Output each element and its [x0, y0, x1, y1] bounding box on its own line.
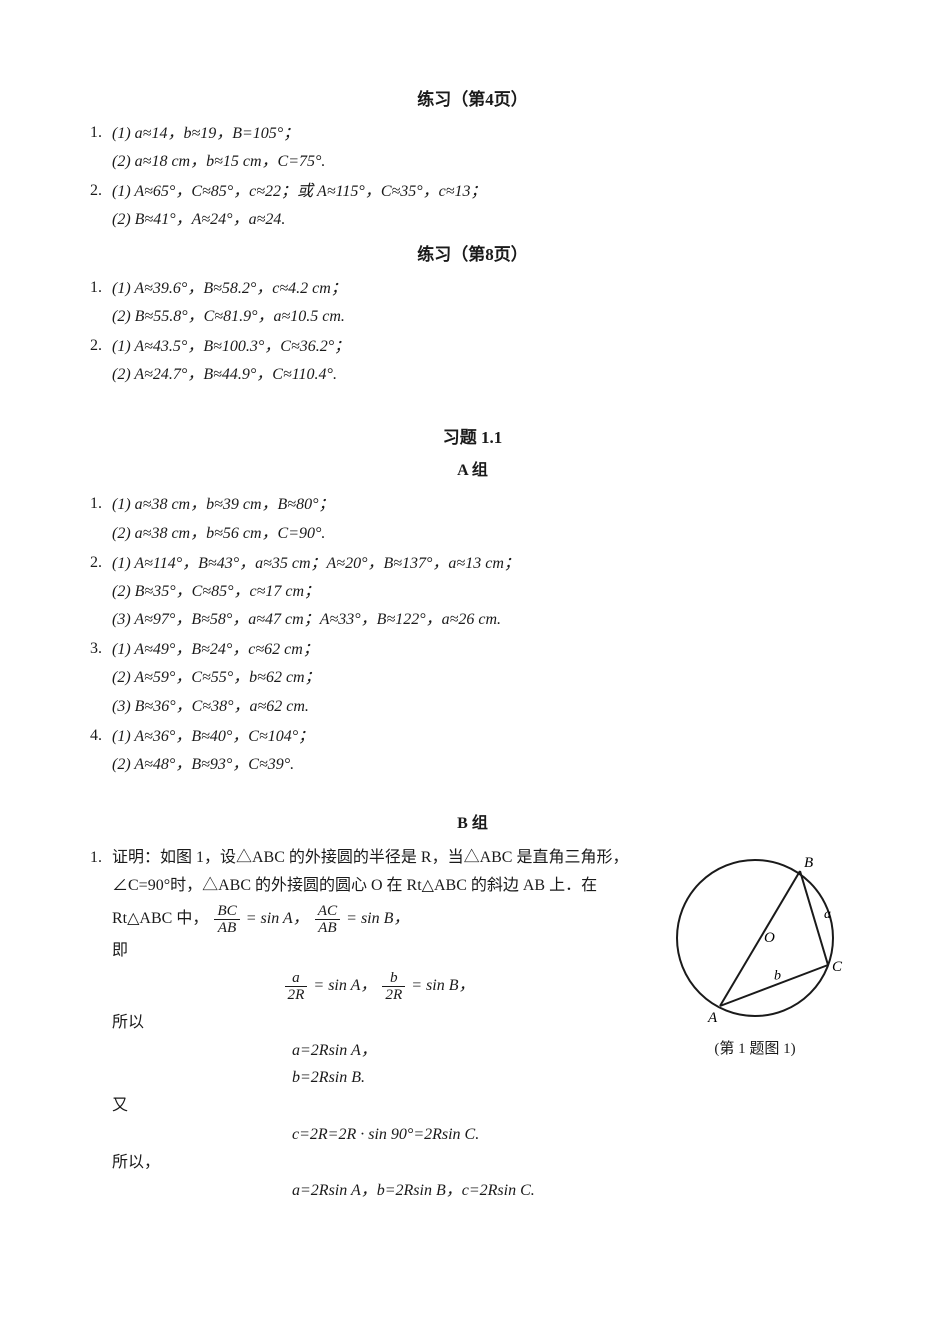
- proof-lead: 证明：如图 1，设△ABC 的外接圆的半径是 R，当△ABC 是直角三角形，∠C…: [112, 849, 628, 893]
- proof-line: Rt△ABC 中， BC AB = sin A， AC AB = sin B，: [112, 903, 645, 936]
- problem-number: 1.: [90, 119, 112, 146]
- fraction: AC AB: [315, 903, 340, 936]
- svg-text:B: B: [804, 855, 813, 871]
- problem-number: 2.: [90, 332, 112, 359]
- answer-line: (1) a≈38 cm，b≈39 cm，B≈80°；: [112, 491, 855, 518]
- result-equation: b=2Rsin B.: [292, 1064, 645, 1091]
- circle-diagram: A B C Oa b: [660, 843, 850, 1033]
- proof-text: 所以: [112, 1009, 645, 1036]
- answer-line: (1) A≈39.6°，B≈58.2°，c≈4.2 cm；: [112, 275, 855, 302]
- eq-tail: = sin A，: [309, 977, 376, 994]
- figure-caption: (第 1 题图 1): [655, 1037, 855, 1063]
- eq-tail: = sin B，: [407, 977, 474, 994]
- a-q3: 3. (1) A≈49°，B≈24°，c≈62 cm； (2) A≈59°，C≈…: [90, 635, 855, 721]
- problem-number: 2.: [90, 177, 112, 204]
- problem-number: 2.: [90, 549, 112, 576]
- problem-number: 1.: [90, 844, 112, 871]
- svg-text:C: C: [832, 959, 843, 975]
- eq-tail: = sin B，: [342, 910, 409, 927]
- answer-line: (2) B≈35°，C≈85°，c≈17 cm；: [112, 578, 855, 605]
- answer-line: (2) A≈59°，C≈55°，b≈62 cm；: [112, 664, 855, 691]
- proof-text: 所以，: [112, 1149, 645, 1176]
- answer-line: (1) A≈36°，B≈40°，C≈104°；: [112, 723, 855, 750]
- p8-q2: 2. (1) A≈43.5°，B≈100.3°，C≈36.2°； (2) A≈2…: [90, 332, 855, 389]
- figure-column: A B C Oa b (第 1 题图 1): [655, 843, 855, 1063]
- a-q1: 1. (1) a≈38 cm，b≈39 cm，B≈80°； (2) a≈38 c…: [90, 490, 855, 547]
- b-q1: 1. 证明：如图 1，设△ABC 的外接圆的半径是 R，当△ABC 是直角三角形…: [90, 844, 645, 1204]
- svg-text:A: A: [707, 1010, 718, 1026]
- p4-q2: 2. (1) A≈65°，C≈85°，c≈22；或 A≈115°，C≈35°，c…: [90, 177, 855, 234]
- answer-line: (1) a≈14，b≈19，B=105°；: [112, 120, 855, 147]
- eq-tail: = sin A，: [242, 910, 309, 927]
- svg-text:b: b: [774, 969, 781, 984]
- answer-line: (2) B≈55.8°，C≈81.9°，a≈10.5 cm.: [112, 303, 855, 330]
- answer-line: (2) A≈48°，B≈93°，C≈39°.: [112, 751, 855, 778]
- a-q2: 2. (1) A≈114°，B≈43°，a≈35 cm；A≈20°，B≈137°…: [90, 549, 855, 635]
- a-q4: 4. (1) A≈36°，B≈40°，C≈104°； (2) A≈48°，B≈9…: [90, 722, 855, 779]
- p4-q1: 1. (1) a≈14，b≈19，B=105°； (2) a≈18 cm，b≈1…: [90, 119, 855, 176]
- svg-text:a: a: [824, 907, 831, 922]
- answer-line: (2) B≈41°，A≈24°，a≈24.: [112, 206, 855, 233]
- section-title-p4: 练习（第4页）: [90, 86, 855, 115]
- result-equation: a=2Rsin A，b=2Rsin B，c=2Rsin C.: [292, 1177, 645, 1204]
- problem-number: 1.: [90, 274, 112, 301]
- answer-line: (2) a≈38 cm，b≈56 cm，C=90°.: [112, 520, 855, 547]
- fraction: b 2R: [382, 970, 405, 1003]
- svg-text:O: O: [764, 930, 775, 946]
- proof-text: 又: [112, 1092, 645, 1119]
- answer-line: (2) a≈18 cm，b≈15 cm，C=75°.: [112, 148, 855, 175]
- answer-line: (1) A≈65°，C≈85°，c≈22；或 A≈115°，C≈35°，c≈13…: [112, 178, 855, 205]
- answer-line: (1) A≈114°，B≈43°，a≈35 cm；A≈20°，B≈137°，a≈…: [112, 550, 855, 577]
- group-b-title: B 组: [90, 810, 855, 837]
- section-title-p8: 练习（第8页）: [90, 241, 855, 270]
- problem-number: 4.: [90, 722, 112, 749]
- group-a-title: A 组: [90, 457, 855, 484]
- result-equation: a=2Rsin A，: [292, 1037, 645, 1064]
- p8-q1: 1. (1) A≈39.6°，B≈58.2°，c≈4.2 cm； (2) B≈5…: [90, 274, 855, 331]
- center-equation: a 2R = sin A， b 2R = sin B，: [112, 970, 645, 1003]
- answer-line: (1) A≈49°，B≈24°，c≈62 cm；: [112, 636, 855, 663]
- answer-line: (3) B≈36°，C≈38°，a≈62 cm.: [112, 693, 855, 720]
- answer-line: (1) A≈43.5°，B≈100.3°，C≈36.2°；: [112, 333, 855, 360]
- answer-line: (2) A≈24.7°，B≈44.9°，C≈110.4°.: [112, 361, 855, 388]
- section-title-xiti: 习题 1.1: [90, 424, 855, 453]
- proof-text: 即: [112, 937, 645, 964]
- b-q1-wrap: 1. 证明：如图 1，设△ABC 的外接圆的半径是 R，当△ABC 是直角三角形…: [90, 843, 855, 1205]
- result-equation: c=2R=2R · sin 90°=2Rsin C.: [292, 1121, 645, 1148]
- answer-line: (3) A≈97°，B≈58°，a≈47 cm；A≈33°，B≈122°，a≈2…: [112, 606, 855, 633]
- problem-number: 3.: [90, 635, 112, 662]
- fraction: BC AB: [214, 903, 239, 936]
- fraction: a 2R: [285, 970, 308, 1003]
- problem-number: 1.: [90, 490, 112, 517]
- proof-text: Rt△ABC 中，: [112, 910, 208, 927]
